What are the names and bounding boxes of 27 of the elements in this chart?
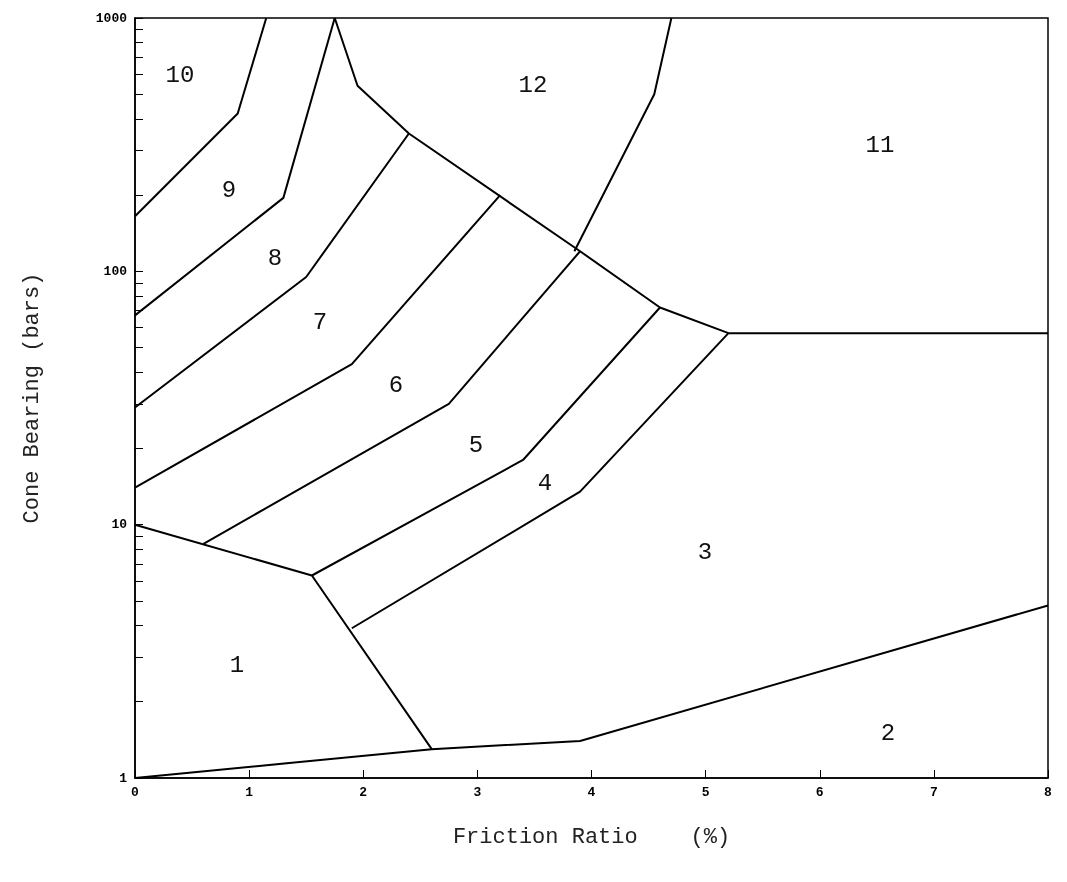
x-tick-label: 3 xyxy=(473,785,482,800)
x-tick-label: 5 xyxy=(701,785,710,800)
annotation: 7 xyxy=(312,308,328,336)
annotation: 3 xyxy=(697,538,713,566)
x-tick-label: 0 xyxy=(131,785,140,800)
y-tick-label: 1 xyxy=(119,770,128,786)
annotation: 1 xyxy=(229,651,245,679)
annotation: 11 xyxy=(865,131,895,159)
annotation: 10 xyxy=(165,61,195,89)
annotation: 12 xyxy=(518,71,548,99)
annotation: 6 xyxy=(388,371,404,399)
y-tick-label: 10 xyxy=(111,517,128,533)
x-axis-title: Friction Ratio (%) xyxy=(452,824,731,850)
annotation: 4 xyxy=(537,469,553,497)
annotation: 8 xyxy=(267,244,283,272)
y-axis-title: Cone Bearing (bars) xyxy=(19,272,45,524)
x-tick-label: 6 xyxy=(815,785,824,800)
annotation: 9 xyxy=(221,176,237,204)
annotation: 2 xyxy=(880,719,896,747)
annotation: 5 xyxy=(468,431,484,459)
x-tick-label: 8 xyxy=(1044,785,1053,800)
x-tick-label: 2 xyxy=(359,785,368,800)
y-tick-label: 100 xyxy=(103,263,128,279)
x-tick-label: 7 xyxy=(929,785,938,800)
x-tick-label: 1 xyxy=(245,785,254,800)
x-tick-label: 4 xyxy=(587,785,596,800)
y-tick-label: 1000 xyxy=(95,10,128,26)
